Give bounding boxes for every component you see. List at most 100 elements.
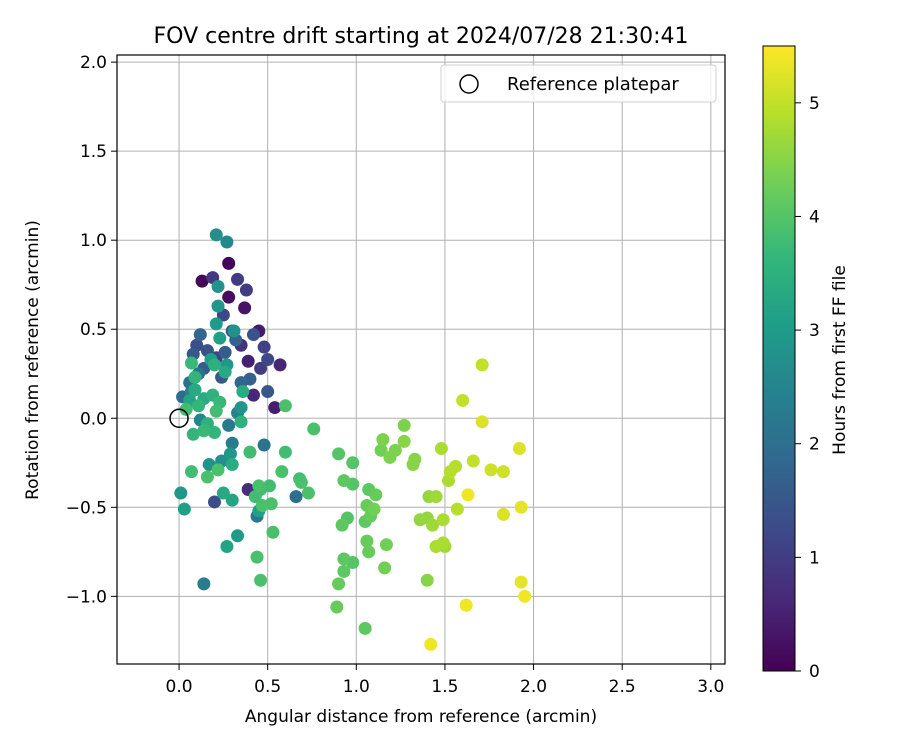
data-point	[420, 573, 434, 587]
data-point	[248, 490, 262, 504]
data-point	[289, 490, 303, 504]
data-point	[234, 401, 248, 415]
y-axis-label: Rotation from reference (arcmin)	[23, 220, 43, 500]
data-point	[254, 361, 268, 375]
reference-platepar-marker	[169, 408, 189, 429]
data-point	[367, 502, 381, 516]
legend: Reference platepar	[440, 64, 717, 103]
data-point	[222, 290, 236, 304]
data-point	[193, 328, 207, 342]
data-point	[211, 463, 225, 477]
data-point	[257, 340, 271, 354]
data-point	[434, 442, 448, 456]
data-point	[220, 235, 234, 249]
y-tick-label: −1.0	[66, 587, 107, 607]
data-point	[197, 577, 211, 591]
data-point	[514, 500, 528, 514]
data-point	[186, 427, 200, 441]
data-point	[278, 399, 292, 413]
data-point	[211, 279, 225, 293]
colorbar-tick-label: 2	[809, 435, 820, 455]
data-point	[188, 383, 202, 397]
data-point	[332, 447, 346, 461]
data-point	[213, 331, 227, 345]
data-point	[461, 488, 475, 502]
colorbar-tick-label: 4	[809, 207, 820, 227]
y-tick-label: 1.0	[80, 231, 107, 251]
data-point	[496, 507, 510, 521]
data-point	[369, 488, 383, 502]
data-point	[261, 353, 275, 366]
x-tick-label: 0.5	[254, 677, 281, 697]
data-point	[195, 274, 209, 288]
x-tick-label: 2.0	[520, 677, 547, 697]
data-point	[250, 550, 264, 564]
data-point	[436, 513, 450, 527]
data-point	[207, 426, 221, 440]
data-point	[211, 299, 225, 313]
y-tick-label: 1.5	[80, 142, 107, 162]
data-point	[466, 454, 480, 468]
colorbar: 0 1 2 3 4 5 Hours from first FF file	[762, 45, 850, 682]
data-point	[346, 456, 360, 470]
y-tick-label: 2.0	[80, 53, 107, 73]
data-point	[484, 463, 498, 477]
data-point	[209, 317, 223, 331]
data-point	[184, 356, 198, 370]
colorbar-tick-label: 1	[809, 548, 820, 568]
x-axis-label: Angular distance from reference (arcmin)	[245, 707, 597, 727]
colorbar-label: Hours from first FF file	[830, 265, 850, 455]
data-point	[475, 358, 489, 372]
data-point	[358, 621, 372, 635]
data-point	[231, 529, 245, 543]
data-point	[246, 388, 260, 402]
data-point	[376, 433, 390, 447]
data-point	[188, 370, 202, 384]
data-point	[307, 422, 321, 436]
chart-title: FOV centre drift starting at 2024/07/28 …	[154, 24, 689, 49]
data-point	[449, 459, 463, 473]
data-point	[459, 598, 473, 612]
legend-box	[440, 64, 717, 103]
data-point	[374, 443, 388, 457]
x-tick-label: 3.0	[697, 677, 724, 697]
data-point	[257, 438, 271, 452]
colorbar-tick-label: 0	[809, 662, 820, 682]
data-point	[264, 497, 278, 511]
data-point	[207, 495, 221, 509]
data-point	[337, 474, 351, 488]
data-point	[200, 470, 214, 484]
data-point	[218, 365, 232, 379]
colorbar-tick-label: 3	[809, 321, 820, 341]
data-point	[227, 324, 241, 338]
data-point	[514, 575, 528, 589]
data-point	[450, 502, 464, 516]
data-point	[408, 452, 422, 466]
data-point	[220, 539, 234, 553]
data-point	[222, 256, 236, 270]
data-points	[174, 228, 532, 651]
data-point	[197, 424, 211, 438]
data-point	[254, 573, 268, 587]
data-point	[234, 415, 248, 429]
data-point	[222, 418, 236, 432]
data-point	[496, 465, 510, 479]
colorbar-gradient	[762, 45, 796, 672]
x-tick-label: 2.5	[609, 677, 636, 697]
x-tick-label: 0.0	[166, 677, 193, 697]
x-axis-ticks: 0.0 0.5 1.0 1.5 2.0 2.5 3.0	[166, 664, 724, 697]
data-point	[225, 493, 239, 507]
data-point	[335, 518, 349, 532]
data-point	[209, 404, 223, 418]
data-point	[239, 283, 253, 297]
data-point	[429, 490, 443, 504]
data-point	[209, 228, 223, 242]
data-point	[475, 415, 489, 429]
data-point	[388, 443, 402, 457]
data-point	[174, 486, 188, 500]
data-point	[456, 393, 470, 407]
legend-label-reference-platepar: Reference platepar	[507, 74, 679, 95]
data-point	[337, 552, 351, 566]
data-point	[241, 354, 255, 368]
